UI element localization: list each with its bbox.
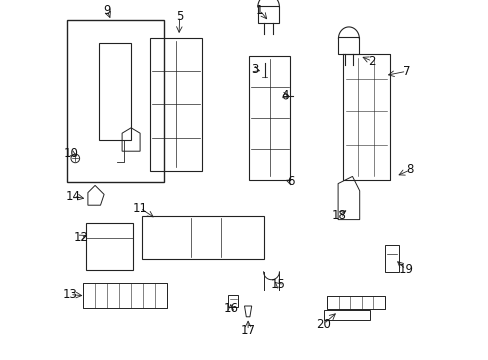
Text: 6: 6: [286, 175, 294, 188]
Text: 8: 8: [406, 163, 413, 176]
Text: 12: 12: [73, 231, 88, 244]
Text: 1: 1: [255, 4, 263, 17]
Text: 15: 15: [270, 278, 285, 291]
Text: 10: 10: [63, 147, 78, 159]
Bar: [228, 295, 238, 307]
Text: 16: 16: [223, 302, 238, 315]
Text: 18: 18: [331, 209, 346, 222]
Bar: [67, 20, 163, 182]
Text: 13: 13: [62, 288, 77, 301]
Text: 4: 4: [281, 89, 288, 102]
Text: 3: 3: [250, 63, 258, 76]
Text: 17: 17: [240, 324, 255, 337]
Text: 9: 9: [103, 4, 110, 17]
Text: 20: 20: [316, 318, 330, 330]
Bar: [384, 245, 399, 272]
Bar: [86, 223, 133, 270]
Text: 11: 11: [132, 202, 147, 215]
Text: 19: 19: [397, 263, 412, 276]
Bar: [323, 310, 370, 320]
Text: 2: 2: [368, 55, 375, 68]
Bar: [82, 283, 167, 308]
Bar: [326, 296, 384, 309]
Text: 7: 7: [402, 65, 409, 78]
Text: 14: 14: [66, 190, 81, 203]
Text: 5: 5: [176, 10, 183, 23]
